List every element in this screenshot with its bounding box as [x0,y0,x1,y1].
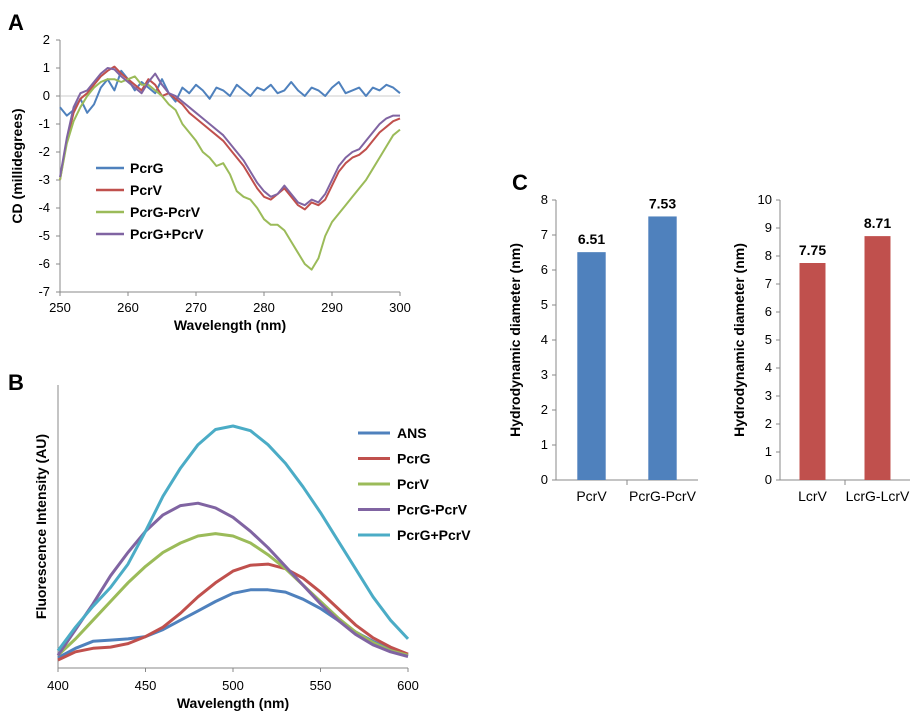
cd-y-tick-label: -7 [38,284,50,299]
fluorescence-spectrum-chart: 400 450 500 550 600 Wavelength (nm) Fluorescen… [33,385,471,711]
lcrv-bar-y-tick-label: 6 [765,304,772,319]
pcrv-bar-y-axis-title: Hydrodynamic diameter (nm) [507,243,523,437]
fluor-legend-label: ANS [397,425,427,441]
cd-x-tick-label: 280 [253,300,275,315]
lcrv-diameter-bar-chart: 0 1 2 3 4 5 6 7 8 9 10 7.75 LcrV 8.71 LcrG-LcrV Hydrody… [731,192,910,504]
lcrv-bar-y-tick-label: 7 [765,276,772,291]
lcrv-bar-y-tick-label: 1 [765,444,772,459]
pcrv-bar-y-tick-label: 5 [541,297,548,312]
lcrv-bar-bar-lcrv [799,263,826,480]
cd-series-line-pcrg [59,69,401,117]
pcrv-bar-y-tick-label: 6 [541,262,548,277]
pcrv-bar-y-tick-label: 7 [541,227,548,242]
fluor-legend-label: PcrG+PcrV [397,527,471,543]
pcrv-bar-y-tick-label: 0 [541,472,548,487]
cd-x-tick-label: 260 [117,300,139,315]
pcrv-bar-bar-value-label: 6.51 [578,231,605,247]
pcrv-bar-y-tick-label: 4 [541,332,548,347]
fluor-x-tick-label: 600 [397,678,419,693]
cd-y-tick-label: -3 [38,172,50,187]
lcrv-bar-y-tick-label: 9 [765,220,772,235]
cd-x-tick-label: 270 [185,300,207,315]
lcrv-bar-y-tick-label: 3 [765,388,772,403]
lcrv-bar-y-tick-label: 4 [765,360,772,375]
fluor-x-tick-label: 450 [135,678,157,693]
lcrv-bar-y-tick-label: 10 [758,192,772,207]
pcrv-bar-bar-pcrg-pcrv [648,216,677,480]
lcrv-bar-category-label: LcrV [798,488,827,504]
pcrv-bar-bar-pcrv [577,252,606,480]
fluor-series-line-pcrg-pcrv [56,424,410,652]
cd-series-line-pcrg-pcrv [59,75,401,271]
cd-x-tick-label: 290 [321,300,343,315]
lcrv-bar-y-tick-label: 2 [765,416,772,431]
cd-y-tick-label: 2 [43,32,50,47]
cd-x-tick-label: 250 [49,300,71,315]
cd-y-axis-title: CD (millidegrees) [9,108,25,223]
cd-legend-label: PcrG-PcrV [130,204,201,220]
lcrv-bar-bar-value-label: 7.75 [799,242,826,258]
cd-y-tick-label: -6 [38,256,50,271]
pcrv-bar-y-tick-label: 1 [541,437,548,452]
pcrv-bar-y-tick-label: 8 [541,192,548,207]
fluor-x-axis-title: Wavelength (nm) [177,695,289,711]
pcrv-bar-category-label: PcrV [576,488,607,504]
lcrv-bar-bar-value-label: 8.71 [864,215,891,231]
cd-y-tick-label: -2 [38,144,50,159]
fluor-legend-label: PcrG [397,451,431,467]
pcrv-bar-bar-value-label: 7.53 [649,195,676,211]
panel-letter-c: C [512,170,528,195]
lcrv-bar-y-tick-label: 8 [765,248,772,263]
lcrv-bar-bar-lcrg-lcrv [864,236,891,480]
cd-legend-label: PcrG+PcrV [130,226,204,242]
cd-legend-label: PcrG [130,160,164,176]
fluor-legend-label: PcrG-PcrV [397,502,468,518]
cd-legend-label: PcrV [130,182,163,198]
pcrv-bar-category-label: PcrG-PcrV [629,488,697,504]
lcrv-bar-y-tick-label: 5 [765,332,772,347]
lcrv-bar-y-axis-title: Hydrodynamic diameter (nm) [731,243,747,437]
pcrv-bar-y-tick-label: 2 [541,402,548,417]
panel-letter-a: A [8,10,24,35]
cd-x-tick-label: 300 [389,300,411,315]
cd-y-tick-label: -1 [38,116,50,131]
lcrv-bar-category-label: LcrG-LcrV [846,488,910,504]
fluor-x-tick-label: 550 [310,678,332,693]
cd-y-tick-label: -4 [38,200,50,215]
panel-letter-b: B [8,370,24,395]
fluor-y-axis-title: Fluorescence Intensity (AU) [33,434,49,619]
cd-y-tick-label: -5 [38,228,50,243]
cd-series-line-pcrg-pcrv [59,67,400,207]
pcrv-diameter-bar-chart: 0 1 2 3 4 5 6 7 8 6.51 PcrV 7.53 PcrG-PcrV Hydrodynam… [507,192,698,504]
fluor-x-tick-label: 500 [222,678,244,693]
fluor-x-tick-label: 400 [47,678,69,693]
cd-series-line-pcrv [59,65,401,211]
pcrv-bar-y-tick-label: 3 [541,367,548,382]
cd-y-tick-label: 0 [43,88,50,103]
fluor-series-line-pcrg-pcrv [56,501,409,658]
fluor-series-line-pcrv [56,532,409,657]
fluor-series-line-pcrg [57,562,409,662]
lcrv-bar-y-tick-label: 0 [765,472,772,487]
cd-y-tick-label: 1 [43,60,50,75]
fluor-legend-label: PcrV [397,476,430,492]
cd-x-axis-title: Wavelength (nm) [174,317,286,333]
